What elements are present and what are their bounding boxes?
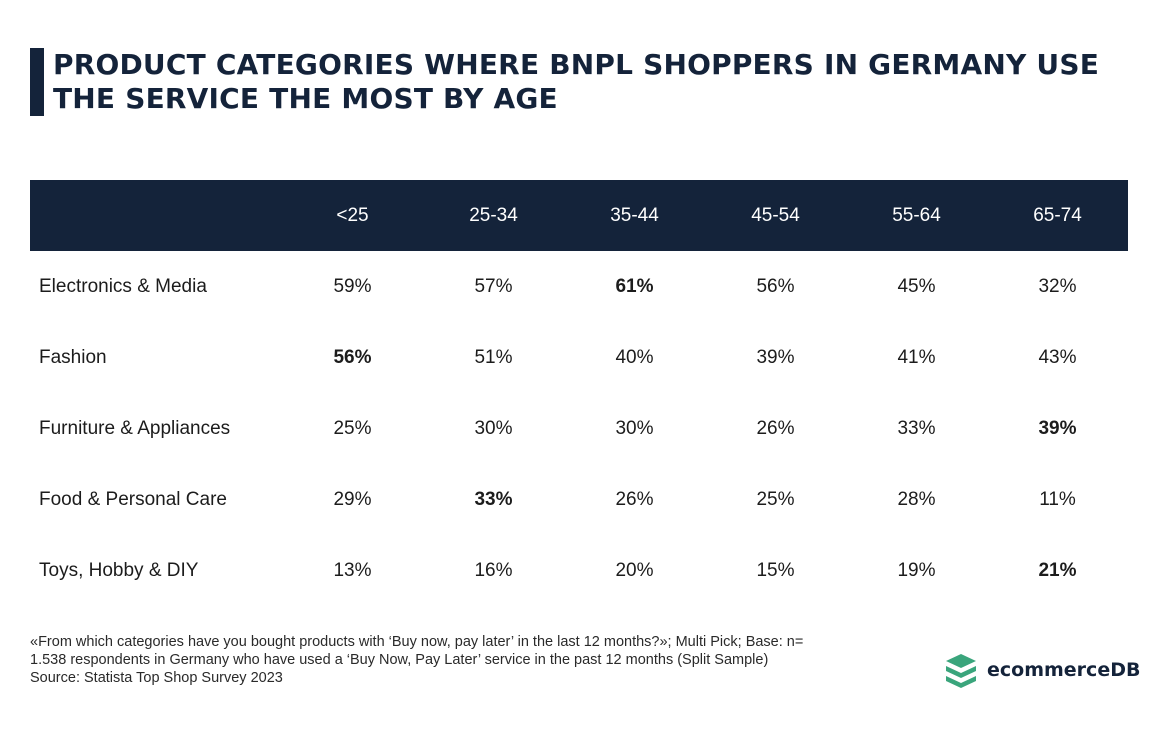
- table-row: Furniture & Appliances 25% 30% 30% 26% 33% 39%: [30, 393, 1128, 464]
- value-cell: 40%: [615, 346, 654, 368]
- value-cell: 29%: [333, 488, 372, 510]
- value-cell: 56%: [756, 275, 795, 297]
- column-header: 65-74: [1033, 204, 1082, 226]
- value-cell: 43%: [1038, 346, 1077, 368]
- column-header: 25-34: [469, 204, 518, 226]
- footnote: «From which categories have you bought p…: [30, 633, 930, 687]
- stacked-layers-icon: [946, 654, 976, 688]
- table-body: Electronics & Media 59% 57% 61% 56% 45% 32% Fas…: [30, 251, 1128, 606]
- column-header: 45-54: [751, 204, 800, 226]
- value-cell: 32%: [1038, 275, 1077, 297]
- column-header: 35-44: [610, 204, 659, 226]
- value-cell: 20%: [615, 559, 654, 581]
- footnote-question: «From which categories have you bought p…: [30, 634, 804, 650]
- data-table: <25 25-34 35-44 45-54 55-64 65-74 Electr…: [30, 180, 1128, 606]
- row-category-label: Toys, Hobby & DIY: [39, 559, 199, 581]
- value-cell: 11%: [1039, 488, 1076, 510]
- value-cell: 30%: [615, 417, 654, 439]
- value-cell: 15%: [756, 559, 795, 581]
- footnote-source: Source: Statista Top Shop Survey 2023: [30, 670, 283, 686]
- value-cell: 33%: [474, 488, 513, 510]
- row-category-label: Electronics & Media: [39, 275, 207, 297]
- value-cell: 51%: [474, 346, 513, 368]
- table-header-row: <25 25-34 35-44 45-54 55-64 65-74: [30, 180, 1128, 251]
- title-block: PRODUCT CATEGORIES WHERE BNPL SHOPPERS I…: [30, 48, 1130, 116]
- value-cell: 25%: [756, 488, 795, 510]
- column-header: <25: [336, 204, 369, 226]
- value-cell: 16%: [474, 559, 513, 581]
- column-header: [30, 180, 282, 251]
- title-accent-bar: [30, 48, 44, 116]
- table-row: Toys, Hobby & DIY 13% 16% 20% 15% 19% 21%: [30, 535, 1128, 606]
- value-cell: 56%: [333, 346, 372, 368]
- table-row: Electronics & Media 59% 57% 61% 56% 45% 32%: [30, 251, 1128, 322]
- row-category-label: Fashion: [39, 346, 107, 368]
- value-cell: 21%: [1038, 559, 1077, 581]
- value-cell: 30%: [474, 417, 513, 439]
- value-cell: 59%: [333, 275, 372, 297]
- value-cell: 41%: [897, 346, 936, 368]
- chart-title: PRODUCT CATEGORIES WHERE BNPL SHOPPERS I…: [53, 48, 1100, 115]
- column-header: 55-64: [892, 204, 941, 226]
- logo-text: ecommerceDB: [987, 659, 1141, 681]
- value-cell: 13%: [333, 559, 372, 581]
- row-category-label: Food & Personal Care: [39, 488, 227, 510]
- footnote-base: 1.538 respondents in Germany who have us…: [30, 652, 769, 668]
- value-cell: 45%: [897, 275, 936, 297]
- value-cell: 25%: [333, 417, 372, 439]
- row-category-label: Furniture & Appliances: [39, 417, 231, 439]
- table-row: Fashion 56% 51% 40% 39% 41% 43%: [30, 322, 1128, 393]
- value-cell: 57%: [474, 275, 513, 297]
- value-cell: 28%: [897, 488, 936, 510]
- ecommercedb-logo: ecommerceDB: [944, 652, 1140, 688]
- value-cell: 26%: [615, 488, 654, 510]
- table-row: Food & Personal Care 29% 33% 26% 25% 28% 11%: [30, 464, 1128, 535]
- value-cell: 33%: [897, 417, 936, 439]
- value-cell: 61%: [615, 275, 654, 297]
- value-cell: 19%: [897, 559, 936, 581]
- value-cell: 39%: [1038, 417, 1077, 439]
- value-cell: 26%: [756, 417, 795, 439]
- value-cell: 39%: [756, 346, 795, 368]
